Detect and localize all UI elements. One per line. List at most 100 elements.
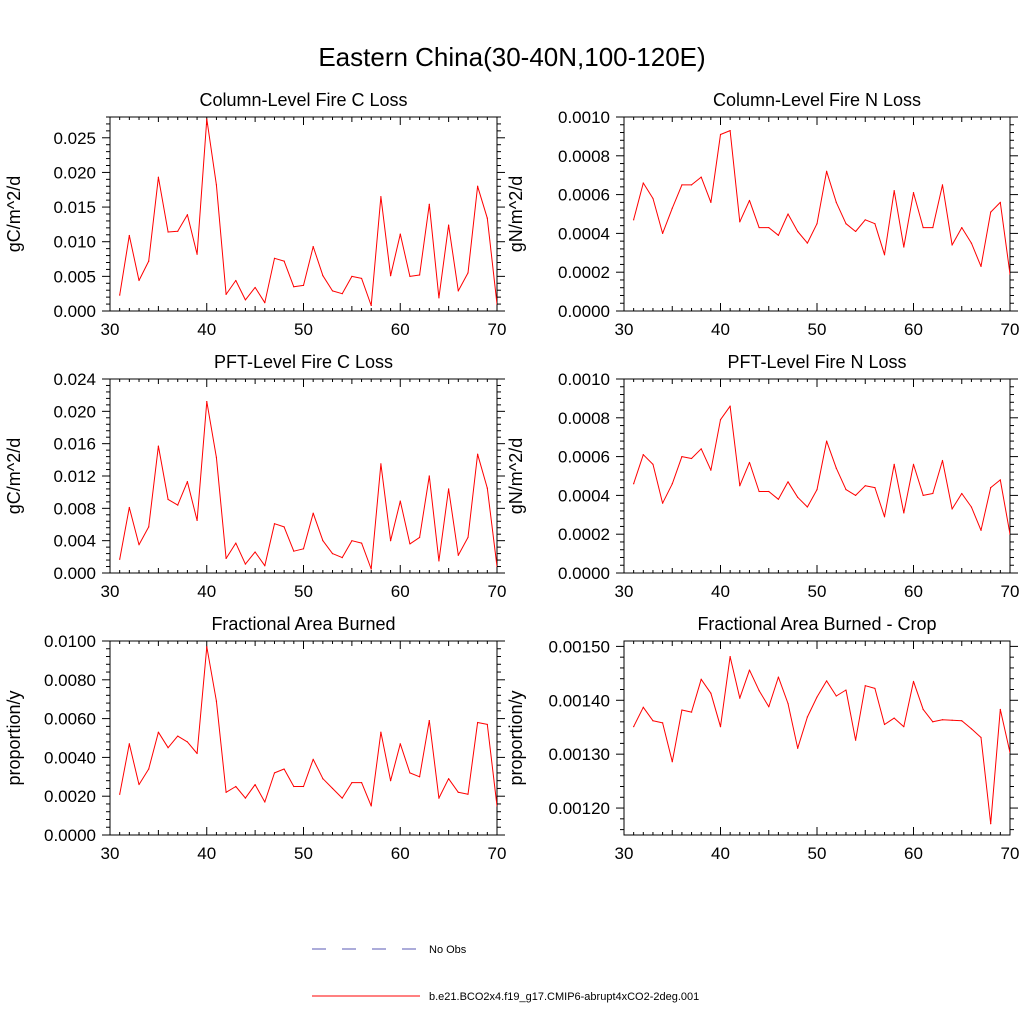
data-point (690, 184, 693, 186)
data-point (652, 197, 654, 200)
y-tick-label: 0.0100 (44, 632, 96, 651)
data-point (681, 709, 683, 711)
data-point (341, 797, 343, 799)
data-point (370, 805, 372, 807)
legend-item-no-obs: No Obs (312, 944, 467, 956)
data-point (360, 782, 363, 784)
data-point (399, 743, 401, 745)
data-point (477, 721, 479, 724)
data-point (903, 512, 905, 514)
data-point (690, 711, 693, 713)
data-point (225, 557, 227, 560)
data-point (167, 747, 169, 749)
y-axis-label: gN/m^2/d (506, 438, 526, 514)
data-point (710, 201, 712, 203)
data-point (922, 226, 924, 229)
data-point (758, 226, 760, 229)
data-point (273, 772, 276, 774)
chart-title: PFT-Level Fire C Loss (214, 352, 393, 372)
data-point (816, 696, 818, 698)
data-point (729, 656, 731, 658)
chart-panels: 30 40 50 60 70 0.000 0.005 0.010 0.015 0.020 0.025… (4, 90, 1019, 863)
data-point (787, 702, 789, 705)
data-point (874, 223, 876, 225)
data-point (215, 456, 218, 459)
data-point (826, 440, 828, 442)
data-point (855, 739, 857, 741)
data-point (932, 721, 934, 723)
data-point (244, 563, 247, 565)
chart-pft-level-fire-n-loss: 30 40 50 60 70 0.0000 0.0002 0.0004 0.0006 0.0008… (506, 352, 1019, 601)
data-point (855, 494, 857, 496)
data-point (283, 768, 285, 770)
data-point (302, 284, 305, 286)
legend-label-model-run: b.e21.BCO2x4.f19_g17.CMIP6-abrupt4xCO2-2… (429, 991, 699, 1003)
data-point (273, 523, 276, 525)
data-point (438, 797, 440, 799)
data-point (787, 481, 789, 483)
chart-title: Fractional Area Burned (211, 614, 395, 634)
data-point (864, 219, 866, 221)
chart-title: PFT-Level Fire N Loss (727, 352, 906, 372)
y-tick-label: 0.0008 (558, 147, 610, 166)
x-tick-label: 40 (711, 320, 730, 339)
y-axis-label: gC/m^2/d (4, 176, 24, 252)
chart-fractional-area-burned: 30 40 50 60 70 0.0000 0.0020 0.0040 0.0060 0.0080… (4, 614, 506, 863)
data-point (797, 747, 799, 749)
data-point (157, 731, 159, 733)
data-point (835, 467, 837, 469)
data-point (980, 529, 982, 531)
data-point (302, 785, 305, 788)
data-point (264, 801, 266, 803)
data-point (990, 211, 992, 213)
data-point (341, 293, 343, 295)
data-point (1009, 751, 1010, 754)
data-point (177, 504, 179, 506)
x-tick-label: 30 (615, 320, 634, 339)
x-tick-label: 50 (808, 320, 827, 339)
data-point (932, 492, 934, 495)
data-point (293, 286, 295, 288)
data-point (903, 726, 905, 728)
data-point (719, 133, 722, 136)
y-tick-label: 0.0000 (558, 302, 610, 321)
data-point (961, 720, 963, 722)
x-tick-label: 50 (294, 582, 313, 601)
data-point (739, 221, 741, 223)
data-point (186, 214, 188, 216)
data-point (883, 254, 886, 256)
data-point (399, 500, 401, 502)
data-point (448, 778, 450, 780)
data-point (196, 253, 198, 255)
y-tick-label: 0.0010 (558, 370, 610, 389)
data-point (438, 560, 440, 562)
series-line (119, 118, 497, 306)
data-point (758, 490, 760, 493)
data-point (912, 463, 915, 465)
data-point (380, 196, 382, 198)
data-point (196, 519, 198, 522)
data-point (662, 502, 664, 504)
data-point (932, 226, 934, 229)
x-tick-label: 60 (904, 844, 923, 863)
data-point (457, 290, 459, 292)
data-point (419, 536, 421, 539)
data-point (360, 542, 363, 544)
data-point (331, 553, 334, 555)
data-point (331, 787, 334, 790)
data-point (874, 687, 876, 690)
legend: No Obs b.e21.BCO2x4.f19_g17.CMIP6-abrupt… (312, 944, 699, 1003)
data-point (700, 448, 702, 450)
data-point (128, 234, 130, 237)
data-point (496, 805, 497, 807)
data-point (710, 469, 712, 471)
data-point (254, 783, 256, 786)
data-point (748, 199, 751, 202)
x-tick-label: 40 (711, 582, 730, 601)
y-tick-label: 0.0002 (558, 263, 610, 282)
y-tick-label: 0.010 (53, 233, 96, 252)
x-tick-label: 40 (197, 320, 216, 339)
data-point (999, 708, 1001, 711)
data-point (322, 540, 324, 542)
data-point (912, 192, 915, 194)
